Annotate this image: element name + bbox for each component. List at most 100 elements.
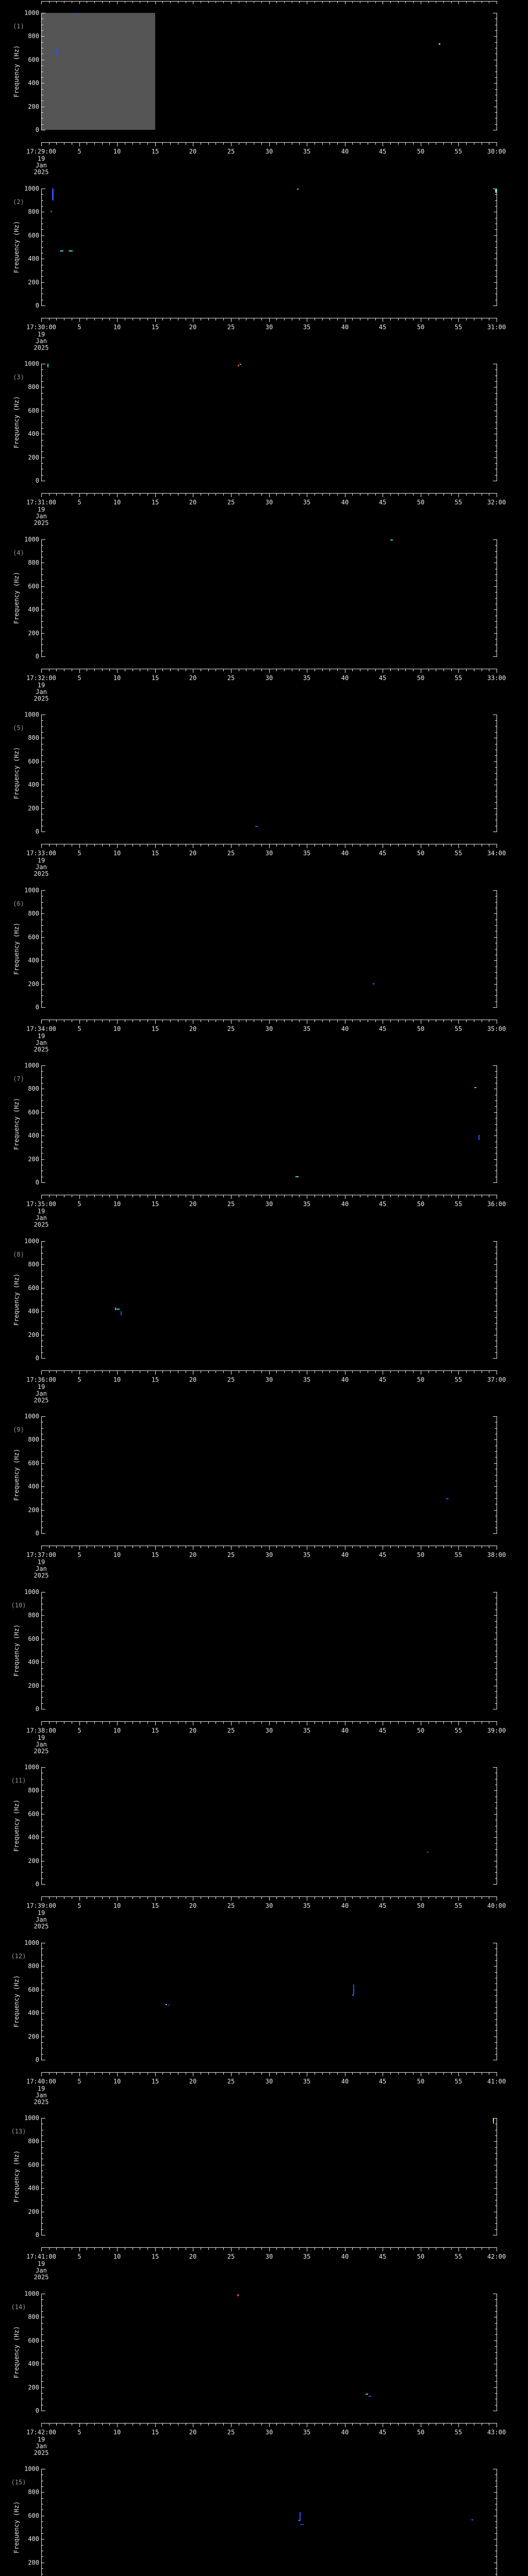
- x-axis-tick: [49, 669, 50, 671]
- x-axis-tick: [284, 1020, 285, 1022]
- x-axis-tick: [451, 1546, 452, 1548]
- top-axis-tick: [428, 2, 429, 3]
- y-tick: [495, 2352, 497, 2353]
- gray-masked-region: [41, 13, 155, 130]
- x-axis-tick: [352, 318, 353, 320]
- y-tick: [42, 1510, 44, 1511]
- x-start-label: 17:41:00: [26, 2253, 56, 2260]
- y-tick: [495, 206, 497, 207]
- x-axis-tick: [269, 2424, 270, 2427]
- x-axis-tick: [352, 2424, 353, 2426]
- x-tick-label: 30: [265, 1025, 273, 1032]
- y-tick: [495, 2223, 497, 2224]
- x-date-label: 2025: [34, 1221, 49, 1228]
- x-tick-label: 35: [303, 1376, 311, 1383]
- x-date-label: 2025: [34, 695, 49, 702]
- x-axis-tick: [352, 1371, 353, 1373]
- x-axis-tick: [117, 1371, 118, 1375]
- x-axis-tick: [231, 844, 232, 848]
- x-axis-tick: [41, 2248, 42, 2251]
- x-tick-label: 35: [303, 1551, 311, 1558]
- x-axis-tick: [466, 2424, 467, 2426]
- x-axis-tick: [155, 2424, 156, 2427]
- y-tick: [42, 755, 43, 756]
- y-tick: [495, 1106, 497, 1107]
- event-streak: [52, 189, 54, 200]
- x-axis-tick: [398, 1195, 399, 1197]
- event-streak: [300, 2512, 301, 2521]
- x-end-label: 30:00: [487, 148, 506, 155]
- x-axis-tick: [261, 2248, 262, 2250]
- x-tick-label: 55: [454, 674, 463, 682]
- x-date-label: Jan: [36, 2092, 47, 2099]
- y-axis-title: Frequency (Hz): [13, 1799, 20, 1852]
- y-tick: [42, 1100, 43, 1101]
- x-date-label: 2025: [34, 1397, 49, 1404]
- x-date-label: Jan: [36, 1565, 47, 1572]
- y-tick: [495, 2007, 497, 2008]
- x-axis-tick: [413, 1897, 414, 1899]
- y-tick: [42, 2217, 43, 2218]
- x-end-label: 33:00: [487, 674, 506, 682]
- x-axis-tick: [41, 1371, 42, 1375]
- y-tick: [42, 65, 43, 66]
- x-axis-tick: [162, 1371, 163, 1373]
- x-axis-tick: [56, 143, 57, 145]
- x-axis-tick: [49, 2424, 50, 2426]
- x-tick-label: 25: [227, 2078, 235, 2085]
- y-tick-label: 0: [35, 1354, 39, 1362]
- y-tick: [42, 1843, 43, 1844]
- x-tick-label: 35: [303, 1902, 311, 1909]
- x-axis-tick: [109, 1722, 110, 1724]
- y-tick: [495, 2545, 497, 2546]
- y-tick: [495, 755, 497, 756]
- y-axis-title: Frequency (Hz): [13, 1448, 20, 1501]
- x-axis-tick: [428, 2248, 429, 2250]
- y-tick: [42, 457, 44, 458]
- y-tick: [494, 457, 497, 458]
- y-axis-line-left: [41, 1241, 42, 1359]
- x-axis-tick: [413, 2248, 414, 2250]
- x-axis-tick: [170, 2248, 171, 2250]
- x-tick-label: 25: [227, 1025, 235, 1032]
- x-axis-tick: [94, 2073, 95, 2075]
- x-tick-label: 35: [303, 1727, 311, 1734]
- x-axis-tick: [451, 669, 452, 671]
- x-axis-tick: [390, 1897, 391, 1899]
- y-tick: [42, 1498, 43, 1499]
- y-tick: [42, 913, 44, 914]
- y-tick-label: 800: [28, 208, 39, 215]
- x-axis-tick: [49, 494, 50, 496]
- x-axis-tick: [299, 1546, 300, 1548]
- x-date-label: 2025: [34, 344, 49, 351]
- y-tick-label: 1000: [24, 360, 39, 367]
- x-axis-tick: [276, 318, 277, 320]
- y-tick: [42, 475, 43, 476]
- x-tick-label: 15: [151, 1025, 159, 1032]
- x-axis-tick: [269, 143, 270, 146]
- top-axis-tick: [102, 2, 103, 3]
- x-tick-label: 5: [77, 1727, 81, 1734]
- y-tick: [42, 1779, 43, 1780]
- x-axis-tick: [322, 1020, 323, 1022]
- y-tick: [42, 1439, 44, 1440]
- x-axis-tick: [284, 2424, 285, 2426]
- y-tick-label: 200: [28, 980, 39, 988]
- x-tick-label: 25: [227, 1376, 235, 1383]
- x-axis-tick: [117, 844, 118, 848]
- x-date-label: 19: [37, 682, 45, 689]
- x-axis-line: [41, 2247, 497, 2248]
- event-streak: [353, 1985, 354, 1995]
- x-axis-tick: [56, 1371, 57, 1373]
- x-axis-tick: [405, 1897, 406, 1899]
- y-tick-label: 600: [28, 1986, 39, 1993]
- y-tick: [42, 206, 43, 207]
- y-tick: [42, 1703, 43, 1704]
- x-axis-tick: [162, 1897, 163, 1899]
- x-axis-tick: [276, 494, 277, 496]
- event-streak: [495, 189, 497, 193]
- x-axis-tick: [269, 1546, 270, 1550]
- y-tick: [495, 2054, 497, 2055]
- y-tick: [495, 1147, 497, 1148]
- x-tick-label: 30: [265, 1376, 273, 1383]
